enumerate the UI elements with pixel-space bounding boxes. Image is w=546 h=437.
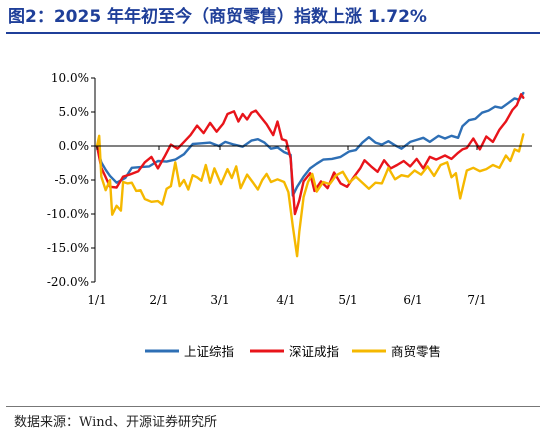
series-line-0 bbox=[95, 91, 525, 197]
x-tick-label: 6/1 bbox=[403, 293, 422, 307]
y-tick-label: -15.0% bbox=[47, 241, 89, 255]
figure-title: 图2：2025 年年初至今（商贸零售）指数上涨 1.72% bbox=[8, 7, 427, 27]
y-axis-ticks: 10.0% 5.0% 0.0% -5.0% -10.0% -15.0% -20.0% bbox=[47, 71, 95, 289]
source-note: 数据来源：Wind、开源证券研究所 bbox=[14, 415, 217, 430]
footer-rule bbox=[6, 406, 540, 407]
y-tick-label: -5.0% bbox=[54, 173, 89, 187]
x-tick-label: 7/1 bbox=[467, 293, 486, 307]
axes: 1/1 2/1 3/1 4/1 5/1 6/1 7/1 bbox=[87, 78, 532, 307]
x-tick-label: 5/1 bbox=[338, 293, 357, 307]
series-line-2 bbox=[95, 133, 525, 258]
series-lines bbox=[95, 91, 525, 258]
y-tick-label: 5.0% bbox=[59, 105, 90, 119]
x-tick-label: 4/1 bbox=[276, 293, 295, 307]
x-tick-label: 3/1 bbox=[210, 293, 229, 307]
legend: 上证综指 深证成指 商贸零售 bbox=[145, 344, 441, 359]
y-tick-label: 0.0% bbox=[59, 139, 90, 153]
legend-label: 商贸零售 bbox=[391, 344, 441, 359]
series-line-1 bbox=[95, 93, 525, 216]
y-tick-label: 10.0% bbox=[51, 71, 89, 85]
x-tick-label: 2/1 bbox=[149, 293, 168, 307]
y-tick-label: -10.0% bbox=[47, 207, 89, 221]
x-tick-label: 1/1 bbox=[87, 293, 106, 307]
y-tick-label: -20.0% bbox=[47, 275, 89, 289]
title-rule bbox=[6, 32, 540, 34]
legend-label: 深证成指 bbox=[289, 344, 339, 359]
legend-label: 上证综指 bbox=[184, 344, 234, 359]
chart: 10.0% 5.0% 0.0% -5.0% -10.0% -15.0% -20.0% 1/1… bbox=[47, 71, 532, 359]
